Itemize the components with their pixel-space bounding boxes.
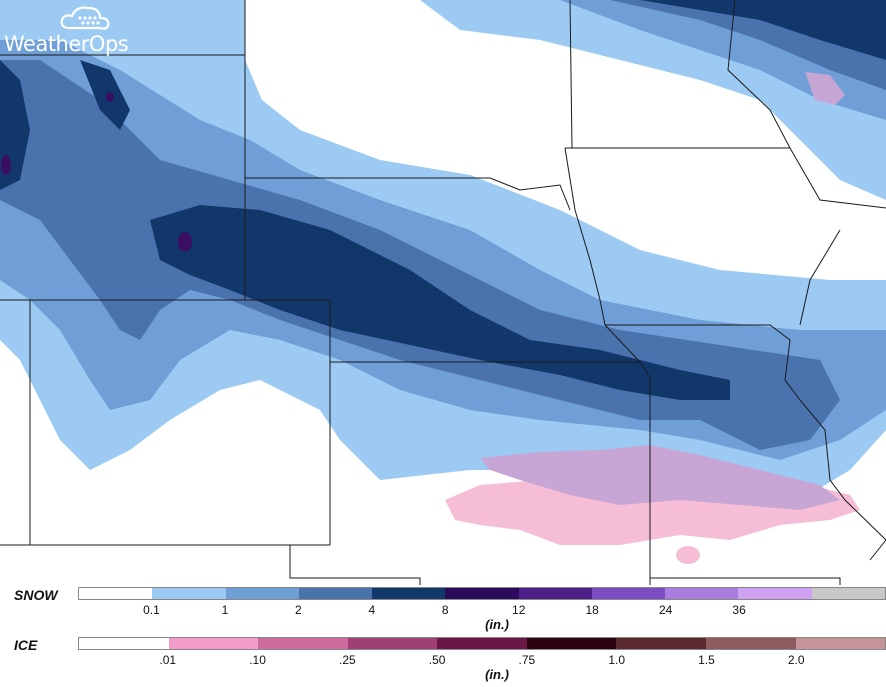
snow-legend-title: SNOW — [14, 587, 58, 603]
ice-color-bar — [78, 637, 886, 650]
state-borders — [0, 0, 886, 585]
snow-color-bar — [78, 587, 886, 600]
snow-color-segment — [738, 588, 812, 599]
ice-spot — [676, 546, 700, 564]
snow-color-segment — [298, 588, 373, 599]
weatherops-logo: WeatherOps — [4, 4, 174, 56]
ice-legend-title: ICE — [14, 637, 38, 653]
ice-color-segment — [526, 638, 617, 649]
snow-tick-label: 1 — [221, 603, 229, 617]
snow-8-spot — [106, 92, 114, 102]
snow-tick-label: 18 — [585, 603, 599, 617]
snow-color-segment — [445, 588, 519, 599]
ice-color-segment — [258, 638, 348, 649]
logo-text: WeatherOps — [4, 32, 129, 56]
weather-map — [0, 0, 886, 585]
snow-color-segment — [225, 588, 299, 599]
ice-tick-label: .01 — [159, 653, 177, 667]
ice-color-segment — [437, 638, 527, 649]
ice-tick-label: 1.0 — [608, 653, 625, 667]
ice-tick-label: .25 — [338, 653, 356, 667]
snow-color-segment — [152, 588, 226, 599]
ice-color-segment — [347, 638, 438, 649]
ice-color-segment — [168, 638, 259, 649]
ice-tick-label: .75 — [518, 653, 536, 667]
snow-tick-label: 12 — [512, 603, 526, 617]
snow-color-segment — [811, 588, 885, 599]
snow-8-spot — [1, 155, 11, 175]
snow-tick-label: 24 — [658, 603, 673, 617]
snow-color-segment — [79, 588, 153, 599]
ice-color-segment — [79, 638, 169, 649]
ice-color-segment — [616, 638, 706, 649]
ice-tick-label: 1.5 — [698, 653, 715, 667]
ice-mix-region — [480, 445, 840, 510]
ice-tick-label: .50 — [428, 653, 446, 667]
snow-color-segment — [665, 588, 739, 599]
snow-tick-label: 8 — [441, 603, 449, 617]
snow-color-segment — [518, 588, 592, 599]
snow-tick-label: 4 — [368, 603, 376, 617]
ice-tick-label: .10 — [249, 653, 266, 667]
ice-color-segment — [795, 638, 886, 649]
snow-4-nw — [80, 60, 130, 130]
snow-2-region — [0, 60, 840, 450]
ice-north-spot — [805, 72, 845, 105]
snow-tick-label: 36 — [732, 603, 746, 617]
ice-tick-label: 2.0 — [787, 653, 805, 667]
ice-unit-label: (in.) — [485, 667, 509, 682]
ice-color-segment — [705, 638, 796, 649]
snow-color-segment — [591, 588, 666, 599]
snow-8-spot — [178, 232, 192, 252]
snow-4-north — [640, 0, 886, 60]
cloud-icon — [60, 6, 110, 30]
snow-color-segment — [372, 588, 446, 599]
snow-tick-label: 0.1 — [143, 603, 160, 617]
snow-tick-label: 2 — [295, 603, 302, 617]
snow-unit-label: (in.) — [485, 617, 509, 632]
snow-4-region — [150, 205, 730, 400]
